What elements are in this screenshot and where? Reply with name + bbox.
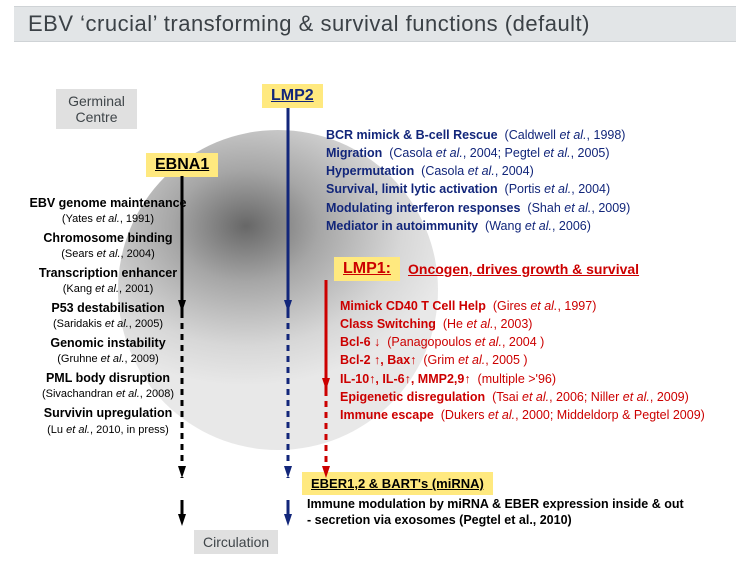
lmp2-function-list: BCR mimick & B-cell Rescue (Caldwell et … xyxy=(326,126,630,235)
gene-lmp2: LMP2 xyxy=(262,84,323,108)
immune-line-2: - secretion via exosomes (Pegtel et al.,… xyxy=(307,513,684,529)
lmp2-function-item: Hypermutation (Casola et al., 2004) xyxy=(326,162,630,180)
label-circulation: Circulation xyxy=(194,530,278,554)
ebna1-function-item: Chromosome binding(Sears et al., 2004) xyxy=(8,229,208,263)
page-title: EBV ‘crucial’ transforming & survival fu… xyxy=(14,6,736,42)
lmp1-function-item: Epigenetic disregulation (Tsai et al., 2… xyxy=(340,388,705,406)
ebna1-function-item: Survivin upregulation(Lu et al., 2010, i… xyxy=(8,404,208,438)
lmp2-function-item: Survival, limit lytic activation (Portis… xyxy=(326,180,630,198)
ebna1-function-item: PML body disruption(Sivachandran et al.,… xyxy=(8,369,208,403)
label-germinal-centre: Germinal Centre xyxy=(56,89,137,129)
ebna1-function-list: EBV genome maintenance(Yates et al., 199… xyxy=(8,194,208,439)
lmp1-function-item: Mimick CD40 T Cell Help (Gires et al., 1… xyxy=(340,297,705,315)
lmp2-function-item: Migration (Casola et al., 2004; Pegtel e… xyxy=(326,144,630,162)
ebna1-function-item: P53 destabilisation(Saridakis et al., 20… xyxy=(8,299,208,333)
mirna-box: EBER1,2 & BART's (miRNA) xyxy=(302,472,493,495)
lmp1-function-item: Bcl-2 ↑, Bax↑ (Grim et al., 2005 ) xyxy=(340,351,705,369)
lmp2-function-item: Mediator in autoimmunity (Wang et al., 2… xyxy=(326,217,630,235)
immune-line-1: Immune modulation by miRNA & EBER expres… xyxy=(307,497,684,513)
ebna1-function-item: Transcription enhancer(Kang et al., 2001… xyxy=(8,264,208,298)
lmp1-tagline: Oncogen, drives growth & survival xyxy=(408,261,639,277)
immune-modulation-text: Immune modulation by miRNA & EBER expres… xyxy=(307,497,684,528)
lmp1-function-item: IL-10↑, IL-6↑, MMP2,9↑ (multiple >'96) xyxy=(340,370,705,388)
gene-lmp1: LMP1: xyxy=(334,257,400,281)
ebna1-function-item: EBV genome maintenance(Yates et al., 199… xyxy=(8,194,208,228)
ebna1-function-item: Genomic instability(Gruhne et al., 2009) xyxy=(8,334,208,368)
lmp1-function-list: Mimick CD40 T Cell Help (Gires et al., 1… xyxy=(340,297,705,424)
lmp2-function-item: Modulating interferon responses (Shah et… xyxy=(326,199,630,217)
lmp1-function-item: Class Switching (He et al., 2003) xyxy=(340,315,705,333)
gene-ebna1: EBNA1 xyxy=(146,153,218,177)
lmp2-function-item: BCR mimick & B-cell Rescue (Caldwell et … xyxy=(326,126,630,144)
lmp1-function-item: Bcl-6 ↓ (Panagopoulos et al., 2004 ) xyxy=(340,333,705,351)
lmp1-function-item: Immune escape (Dukers et al., 2000; Midd… xyxy=(340,406,705,424)
